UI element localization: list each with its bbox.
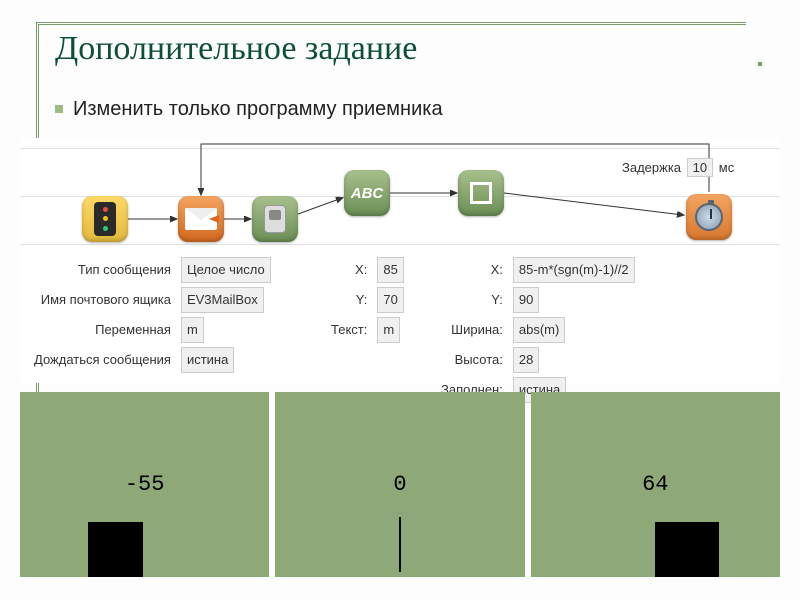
bullet-text: Изменить только программу приемника	[73, 98, 443, 121]
screen-line	[399, 517, 401, 572]
param-value: Целое число	[181, 257, 271, 283]
param-value: abs(m)	[513, 317, 565, 343]
rect-params: X:85-m*(sgn(m)-1)//2Y:90Ширина:abs(m)Выс…	[435, 254, 641, 406]
screen-rect	[655, 522, 719, 577]
output-screens: -55 0 64	[20, 392, 780, 577]
screen-2: 64	[531, 392, 780, 577]
stopwatch-icon	[695, 203, 723, 231]
param-value: m	[377, 317, 400, 343]
param-value: истина	[181, 347, 234, 373]
corner-dot	[758, 62, 762, 66]
param-label: X:	[327, 256, 371, 284]
param-label: Y:	[327, 286, 371, 314]
delay-text: Задержка	[622, 160, 681, 175]
message-block[interactable]	[178, 196, 224, 242]
timer-block[interactable]	[686, 194, 732, 240]
param-value: 85	[377, 257, 403, 283]
delay-unit: мс	[719, 160, 734, 175]
screen-value: 64	[531, 472, 780, 497]
slide-title: Дополнительное задание	[55, 30, 417, 68]
param-label: Высота:	[437, 346, 507, 374]
square-icon	[470, 182, 492, 204]
traffic-light-icon	[94, 202, 116, 236]
screen-value: -55	[20, 472, 269, 497]
param-value: EV3MailBox	[181, 287, 264, 313]
param-value: 85-m*(sgn(m)-1)//2	[513, 257, 635, 283]
delay-value: 10	[687, 158, 713, 177]
abc-icon: ABC	[351, 185, 384, 202]
screen-1: 0	[275, 392, 524, 577]
text-block[interactable]: ABC	[344, 170, 390, 216]
screen-value: 0	[275, 472, 524, 497]
bullet-marker	[55, 105, 63, 113]
bullet-item: Изменить только программу приемника	[55, 98, 443, 121]
param-value: 28	[513, 347, 539, 373]
param-value: 70	[377, 287, 403, 313]
rectangle-block[interactable]	[458, 170, 504, 216]
brick-icon	[264, 205, 286, 233]
text-params: X:85Y:70Текст:m	[325, 254, 410, 346]
envelope-icon	[185, 208, 217, 230]
param-label: Тип сообщения	[30, 256, 175, 284]
program-diagram: Задержка 10 мс ABC Тип сообщенияЦелое чи…	[20, 138, 780, 383]
delay-label: Задержка 10 мс	[622, 158, 734, 177]
screen-rect	[88, 522, 143, 577]
screen-0: -55	[20, 392, 269, 577]
param-label: Имя почтового ящика	[30, 286, 175, 314]
param-label: Текст:	[327, 316, 371, 344]
message-params: Тип сообщенияЦелое числоИмя почтового ящ…	[28, 254, 277, 376]
start-block[interactable]	[82, 196, 128, 242]
param-value: m	[181, 317, 204, 343]
param-value: 90	[513, 287, 539, 313]
param-label: Дождаться сообщения	[30, 346, 175, 374]
param-label: X:	[437, 256, 507, 284]
param-label: Ширина:	[437, 316, 507, 344]
param-label: Y:	[437, 286, 507, 314]
param-label: Переменная	[30, 316, 175, 344]
brick-block[interactable]	[252, 196, 298, 242]
